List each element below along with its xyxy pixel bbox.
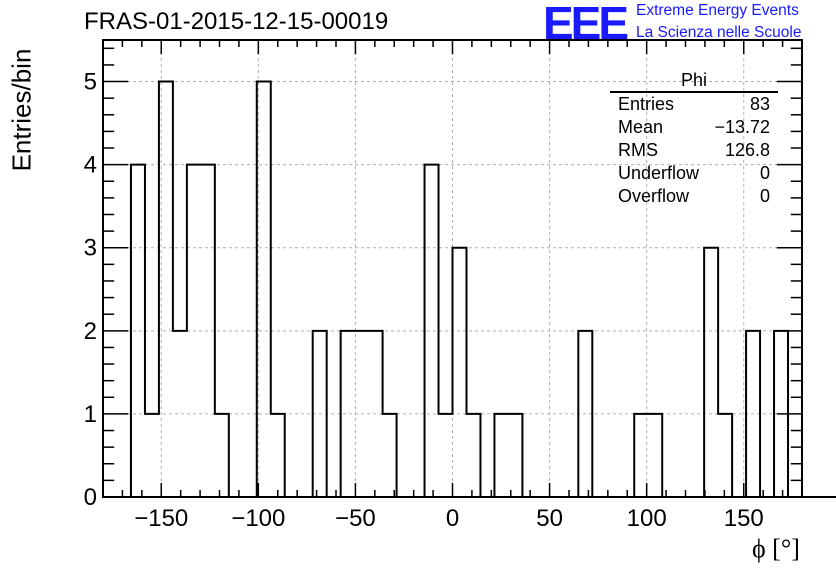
y-tick-label: 3 xyxy=(84,235,97,262)
stats-value: 126.8 xyxy=(724,140,770,160)
eee-logo: EEE xyxy=(543,0,629,49)
y-tick-label: 0 xyxy=(84,484,97,511)
axis-ticks xyxy=(102,40,803,498)
stats-title: Phi xyxy=(610,70,778,93)
chart-title: FRAS-01-2015-12-15-00019 xyxy=(84,8,389,35)
stats-label: Underflow xyxy=(618,163,700,183)
stats-row-underflow: Underflow 0 xyxy=(610,162,778,185)
x-tick-label: 0 xyxy=(446,505,459,532)
x-tick-label: 150 xyxy=(724,505,764,532)
x-axis-label: ϕ [°] xyxy=(752,534,800,563)
y-tick-label: 2 xyxy=(84,318,97,345)
x-tick-label: −150 xyxy=(134,505,188,532)
y-tick-label: 1 xyxy=(84,401,97,428)
y-tick-label: 4 xyxy=(84,152,97,179)
stats-label: Overflow xyxy=(618,186,690,206)
logo-subtitle-line1: Extreme Energy Events xyxy=(636,2,799,19)
x-tick-label: −100 xyxy=(231,505,285,532)
stats-label: Mean xyxy=(618,117,664,137)
stats-label: RMS xyxy=(618,140,658,160)
stats-row-rms: RMS 126.8 xyxy=(610,139,778,162)
x-tick-label: 50 xyxy=(536,505,563,532)
y-tick-label: 5 xyxy=(84,69,97,96)
stats-label: Entries xyxy=(618,94,675,114)
stats-value: −13.72 xyxy=(714,117,770,137)
stats-row-mean: Mean −13.72 xyxy=(610,116,778,139)
x-tick-label: 100 xyxy=(627,505,667,532)
stats-row-entries: Entries 83 xyxy=(610,93,778,116)
tick-labels: −150 −100 −50 0 50 100 150 0 1 2 3 4 5 xyxy=(84,69,764,532)
y-axis-label: Entries/bin xyxy=(6,48,37,172)
stats-value: 83 xyxy=(749,94,770,114)
stats-value: 0 xyxy=(759,186,770,206)
logo-subtitle-line2: La Scienza nelle Scuole xyxy=(636,24,802,41)
stats-row-overflow: Overflow 0 xyxy=(610,185,778,208)
stats-value: 0 xyxy=(759,163,770,183)
x-tick-label: −50 xyxy=(335,505,376,532)
stats-box: Phi Entries 83 Mean −13.72 RMS 126.8 Und… xyxy=(610,70,778,208)
